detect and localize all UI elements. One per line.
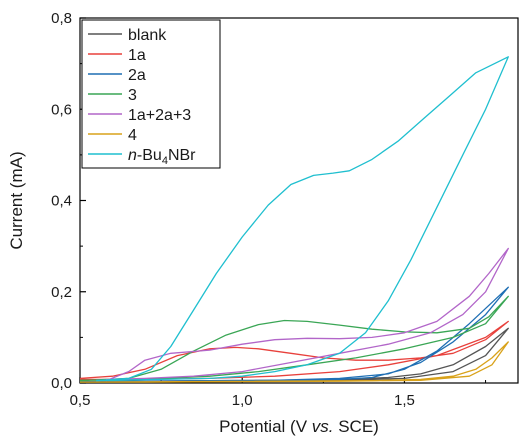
legend-entry-label: 3 [128, 87, 137, 104]
y-tick-label: 0,4 [51, 193, 72, 210]
y-tick-label: 0,2 [51, 284, 72, 301]
axes-layer: 0,5 1,0 1,5 0,0 0,2 0,4 0,6 0,8 [51, 10, 519, 409]
legend-entry-label: 4 [128, 127, 137, 144]
legend-entry-label: 1a+2a+3 [128, 107, 191, 124]
axis-labels: Potential (V vs. SCE) Current (mA) [7, 151, 379, 436]
series-layer [79, 56, 509, 383]
y-axis-title: Current (mA) [7, 151, 26, 249]
series-line-6 [96, 56, 509, 382]
x-tick-label: 1,0 [232, 392, 253, 409]
series-line-4 [105, 247, 509, 382]
series-line-5 [79, 341, 509, 383]
y-tick-label: 0,6 [51, 101, 72, 118]
series-line-2 [79, 286, 509, 383]
series-line-1 [79, 320, 509, 381]
y-tick-label: 0,0 [51, 375, 72, 392]
legend: blank 1a 2a 3 1a+2a+3 4 n-Bu4NBr [81, 19, 221, 169]
legend-entry-label: blank [128, 27, 167, 44]
y-tick-label: 0,8 [51, 10, 72, 27]
legend-entry-label: n-Bu4NBr [128, 147, 196, 167]
legend-entry-label: 2a [128, 67, 146, 84]
x-tick-label: 1,5 [394, 392, 415, 409]
legend-entry-label: 1a [128, 47, 146, 64]
x-axis-title: Potential (V vs. SCE) [219, 417, 379, 436]
x-tick-label: 0,5 [70, 392, 91, 409]
